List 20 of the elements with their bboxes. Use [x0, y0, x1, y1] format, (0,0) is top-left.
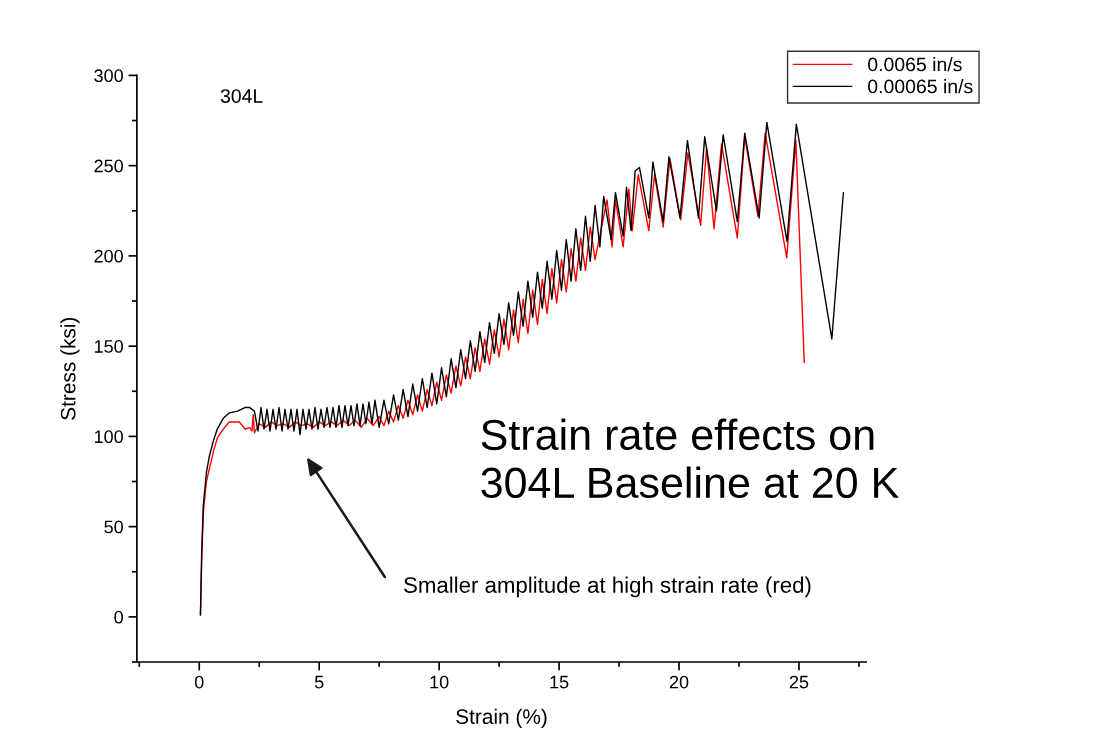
x-axis-title: Strain (%): [456, 708, 547, 729]
x-tick-label: 25: [789, 675, 809, 689]
legend-label: 0.0065 in/s: [868, 57, 962, 72]
y-tick-label: 200: [94, 249, 123, 263]
annotation: Smaller amplitude at high strain rate (red): [404, 576, 811, 598]
annotation: 304L: [220, 89, 263, 103]
y-tick-label: 100: [94, 430, 123, 444]
y-tick-label: 250: [94, 159, 123, 173]
x-tick-label: 10: [430, 675, 449, 689]
y-tick-label: 300: [94, 69, 123, 83]
x-tick-label: 15: [550, 675, 569, 689]
x-tick-label: 0: [194, 675, 204, 689]
y-tick-label: 0: [114, 610, 123, 624]
y-axis-title: Stress (ksi): [60, 317, 80, 420]
y-tick-label: 50: [104, 520, 123, 534]
annotation: Strain rate effects on 304L Baseline at 20 K: [481, 418, 899, 499]
y-tick-label: 150: [94, 340, 123, 353]
x-tick-label: 5: [314, 675, 324, 689]
x-tick-label: 20: [669, 675, 689, 689]
legend-label: 0.00065 in/s: [868, 79, 973, 94]
